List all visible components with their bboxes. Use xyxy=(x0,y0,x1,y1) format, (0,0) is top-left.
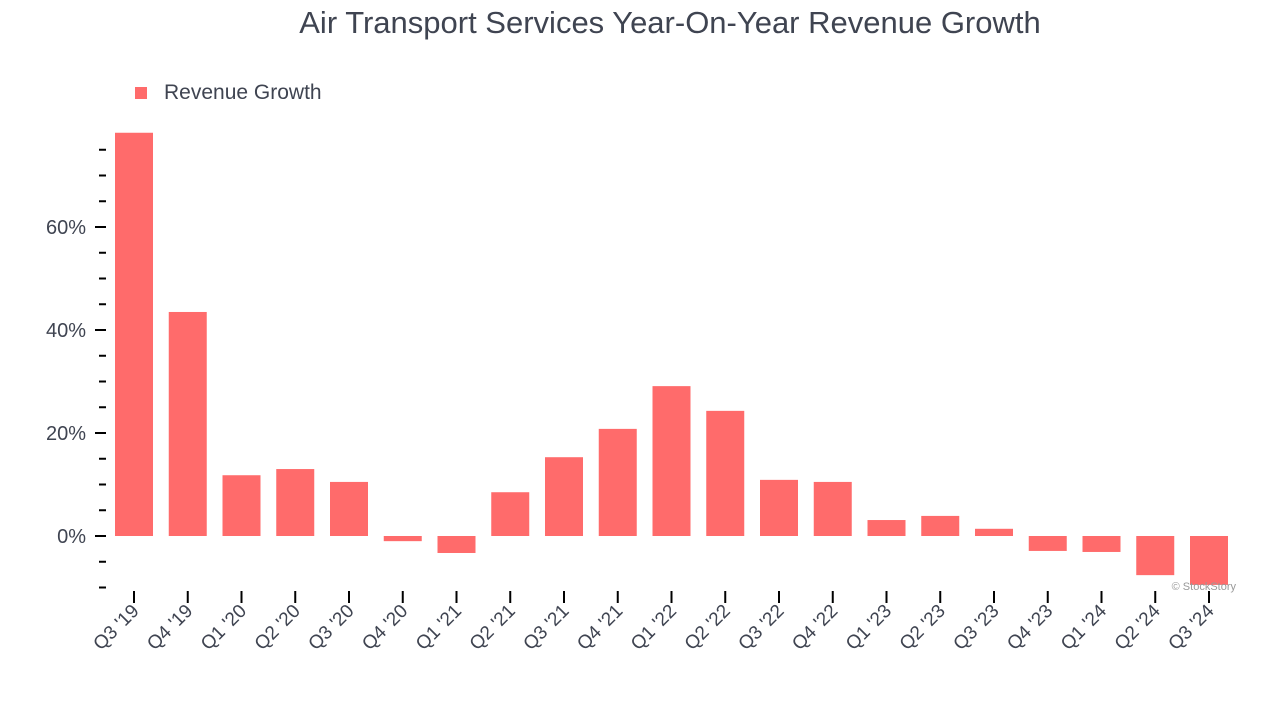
y-axis: 0% 20% 40% 60% xyxy=(46,148,106,589)
bar xyxy=(1136,536,1175,576)
x-tick-label: Q2 '22 xyxy=(681,601,735,655)
bar xyxy=(975,528,1013,536)
legend-swatch xyxy=(135,87,147,99)
x-tick-label: Q3 '24 xyxy=(1165,600,1219,654)
bar xyxy=(813,481,852,536)
x-axis: Q3 '19 Q4 '19 Q1 '20 Q2 '20 Q3 '20 Q4 '20 Q1 '… xyxy=(90,591,1219,655)
bar xyxy=(867,520,906,536)
x-tick-label: Q3 '23 xyxy=(950,601,1004,655)
x-tick-label: Q3 '19 xyxy=(90,601,144,655)
x-tick-label: Q1 '20 xyxy=(197,601,251,655)
legend-label: Revenue Growth xyxy=(164,81,322,104)
bar xyxy=(491,492,530,536)
y-tick-label: 0% xyxy=(57,526,86,548)
x-tick-label: Q3 '22 xyxy=(735,601,789,655)
x-tick-label: Q2 '21 xyxy=(466,601,520,655)
bar xyxy=(1028,536,1067,551)
x-tick-label: Q4 '20 xyxy=(358,601,412,655)
bar xyxy=(383,536,422,542)
y-tick-label: 60% xyxy=(46,217,86,239)
chart-title: Air Transport Services Year-On-Year Reve… xyxy=(299,5,1041,40)
y-tick-label: 20% xyxy=(46,423,86,445)
x-tick-label: Q4 '22 xyxy=(788,601,842,655)
bar xyxy=(545,457,583,536)
x-tick-label: Q3 '21 xyxy=(520,601,574,655)
bar xyxy=(222,475,261,536)
bar xyxy=(921,515,960,536)
x-tick-label: Q2 '23 xyxy=(896,601,950,655)
x-tick-label: Q1 '22 xyxy=(627,601,681,655)
bar xyxy=(706,410,745,536)
x-tick-label: Q4 '21 xyxy=(573,601,627,655)
legend: Revenue Growth xyxy=(135,81,322,104)
x-tick-label: Q4 '23 xyxy=(1003,601,1057,655)
bar xyxy=(1082,536,1121,552)
bar xyxy=(1190,536,1228,585)
bar xyxy=(115,132,153,536)
bar xyxy=(276,469,315,536)
x-tick-label: Q4 '19 xyxy=(143,601,197,655)
x-tick-label: Q1 '24 xyxy=(1057,600,1111,654)
bar xyxy=(598,428,637,536)
x-tick-label: Q1 '21 xyxy=(412,601,466,655)
x-tick-label: Q3 '20 xyxy=(305,601,359,655)
bar xyxy=(760,479,798,536)
watermark: © StockStory xyxy=(1172,581,1237,593)
bars xyxy=(115,132,1228,585)
x-tick-label: Q1 '23 xyxy=(842,601,896,655)
bar xyxy=(168,311,207,536)
x-tick-label: Q2 '20 xyxy=(251,601,305,655)
y-tick-label: 40% xyxy=(46,320,86,342)
x-tick-label: Q2 '24 xyxy=(1111,600,1165,654)
bar xyxy=(437,536,476,553)
bar xyxy=(330,481,368,536)
bar xyxy=(652,386,691,536)
